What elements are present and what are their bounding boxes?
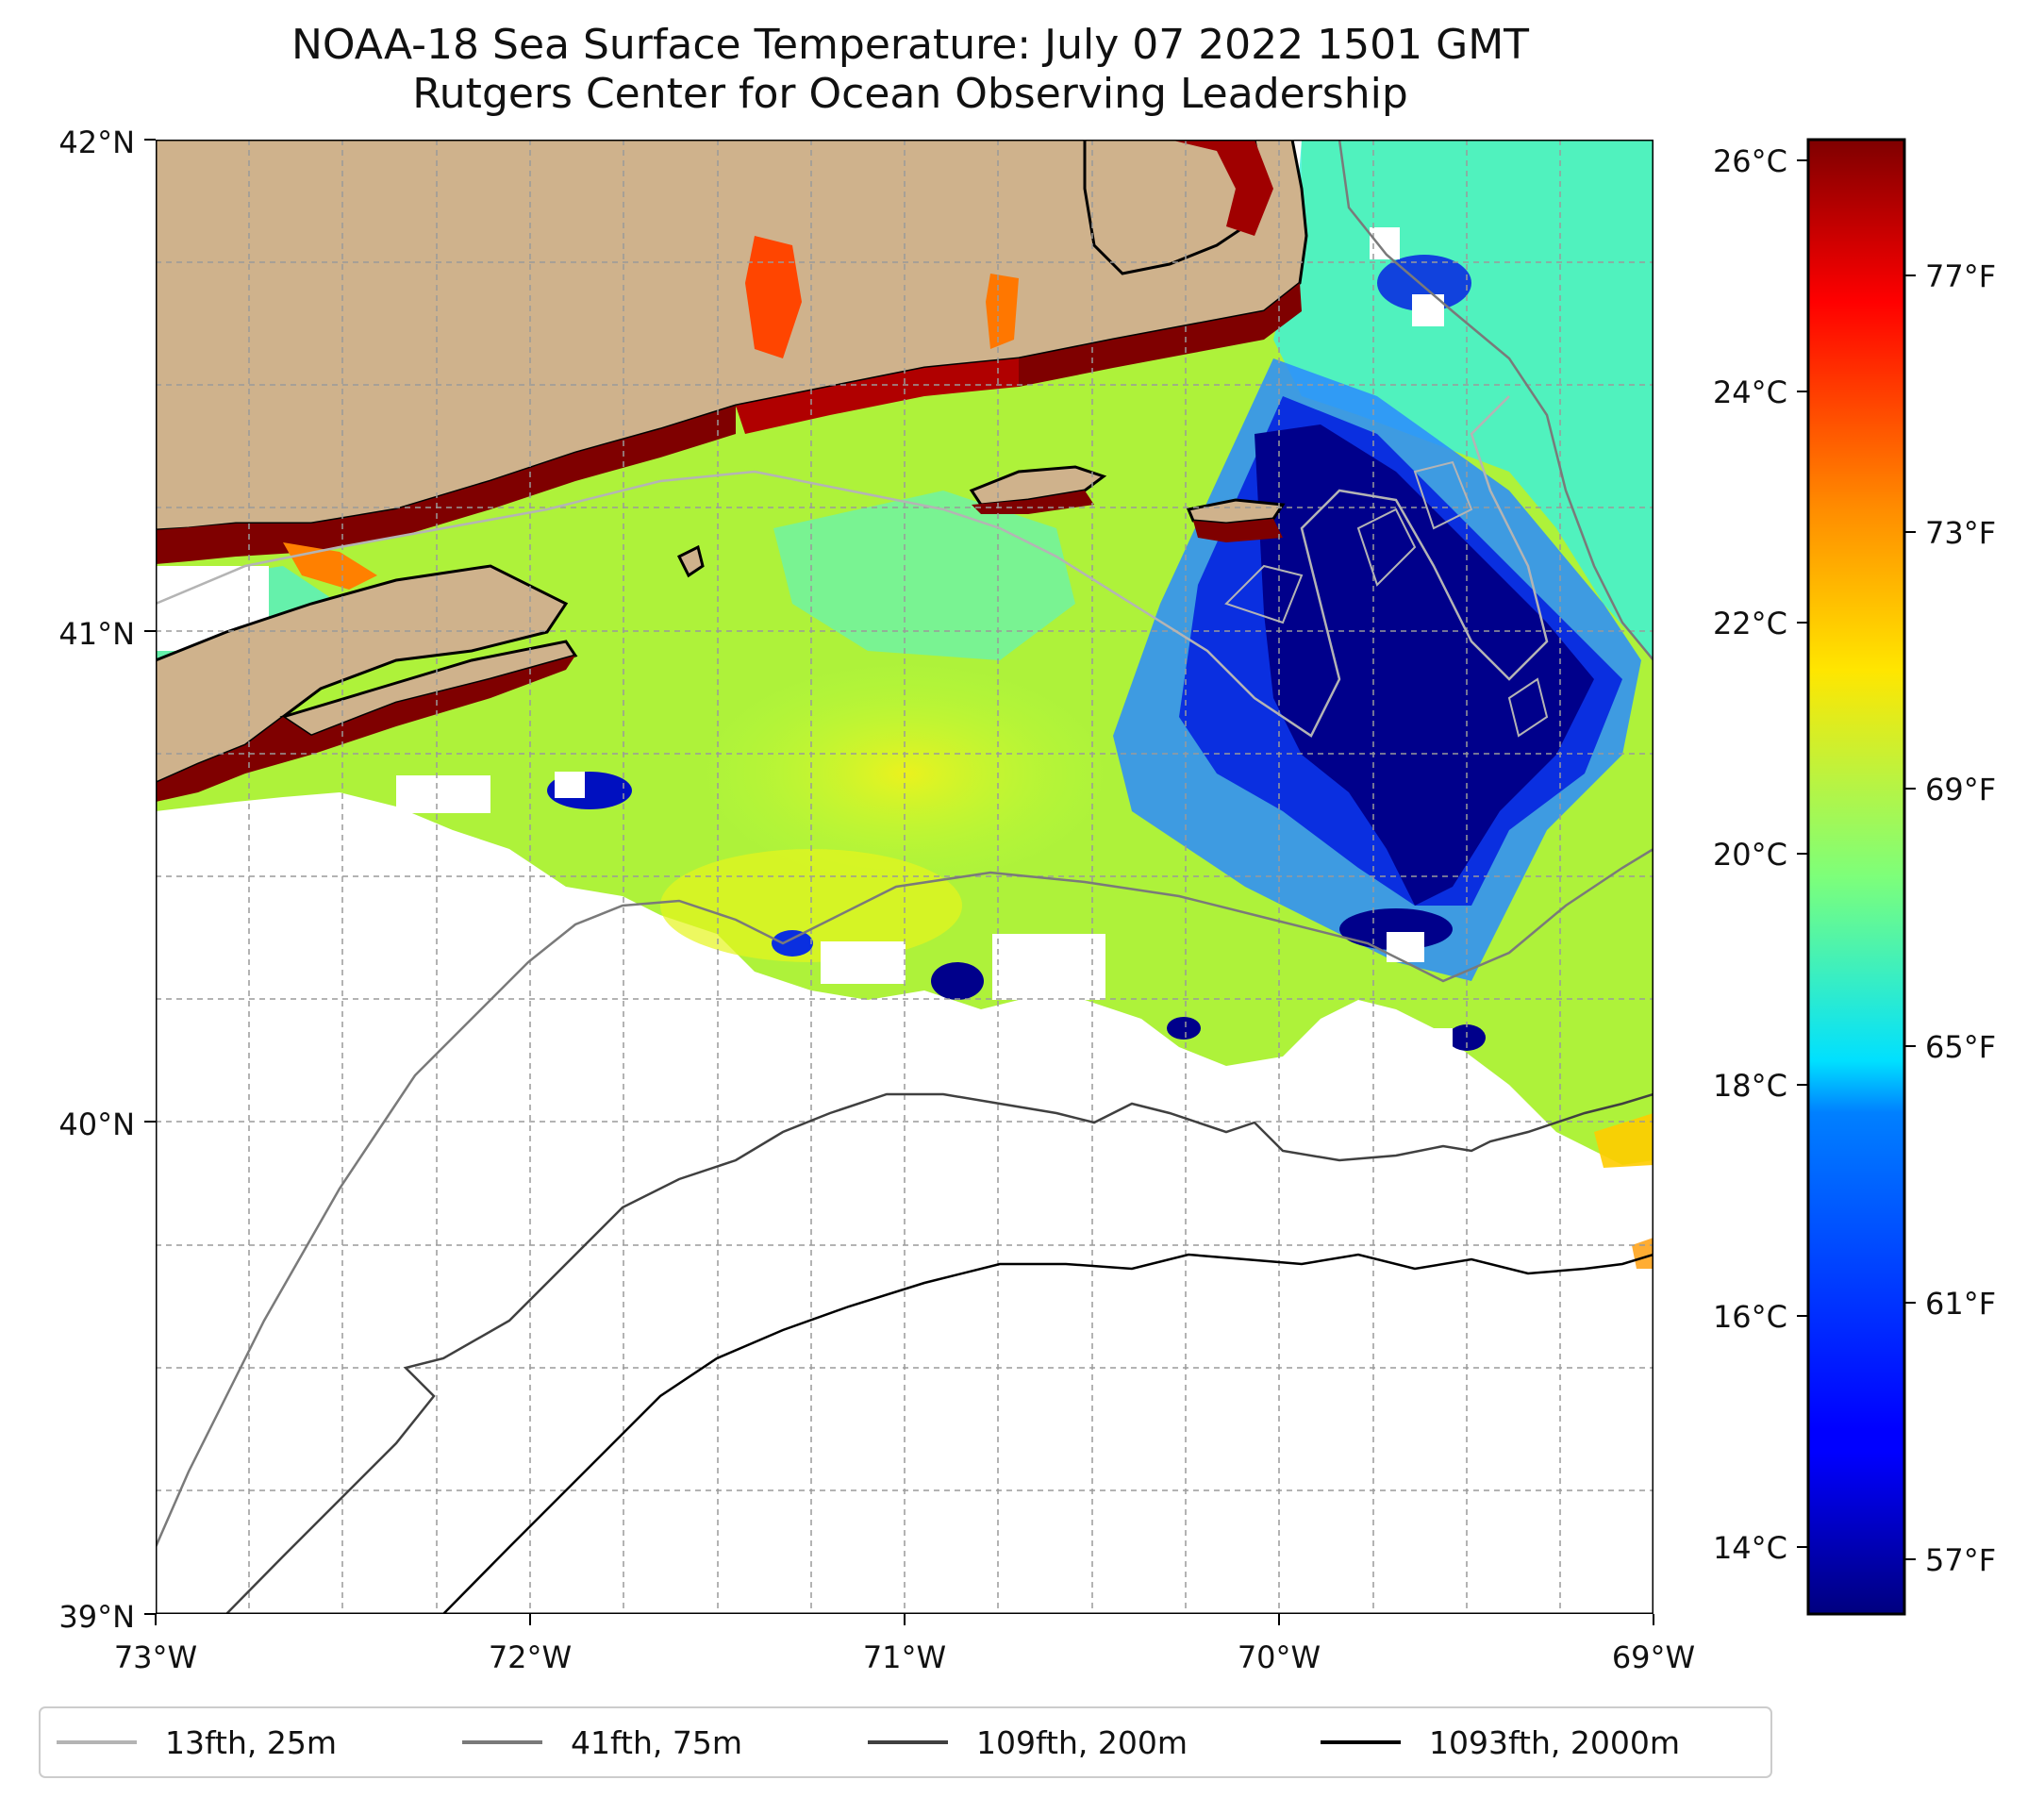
warm-band-narragansett [745, 236, 802, 358]
celsius-tick-18: 18°C [1713, 1068, 1787, 1104]
celsius-tick-26: 26°C [1713, 143, 1787, 179]
fahrenheit-tick-73: 73°F [1925, 515, 1996, 551]
legend-label-75m: 41fth, 75m [571, 1724, 742, 1761]
cloud-mask [156, 198, 1453, 1085]
isobath-2000m [442, 1253, 1653, 1614]
sst-cyan-band [1273, 140, 1653, 660]
sst-warm-center [698, 660, 1113, 887]
lon-tick-70: 70°W [1238, 1639, 1321, 1675]
legend-item-200m: 109fth, 200m [868, 1724, 1188, 1761]
fahrenheit-tick-69: 69°F [1925, 772, 1996, 807]
colorbar-fahrenheit-ticks: 77°F 73°F 69°F 65°F 61°F 57°F [1904, 258, 1996, 1578]
warm-band-cape-bay [1170, 140, 1273, 236]
legend-label-25m: 13fth, 25m [165, 1724, 337, 1761]
legend-item-75m: 41fth, 75m [462, 1724, 742, 1761]
land-block-island [676, 544, 705, 578]
fahrenheit-tick-61: 61°F [1925, 1286, 1996, 1322]
isobath-25m-shoals [1224, 460, 1549, 738]
isobath-75m [156, 847, 1653, 1548]
lon-tick-73: 73°W [114, 1639, 197, 1675]
lon-tick-72: 72°W [489, 1639, 572, 1675]
bathymetry [156, 140, 1653, 1614]
celsius-tick-22: 22°C [1713, 606, 1787, 641]
warm-band-cape-south [1019, 283, 1302, 387]
sst-cold-patch-3 [1167, 1017, 1201, 1040]
lat-tick-42: 42°N [58, 125, 135, 160]
legend-item-25m: 13fth, 25m [57, 1724, 337, 1761]
legend-label-200m: 109fth, 200m [976, 1724, 1188, 1761]
land-long-island [156, 564, 569, 785]
sst-warm-southeast [1594, 1113, 1653, 1168]
celsius-tick-16: 16°C [1713, 1299, 1787, 1335]
title-line-1: NOAA-18 Sea Surface Temperature: July 07… [291, 21, 1530, 69]
fahrenheit-tick-57: 57°F [1925, 1542, 1996, 1578]
sst-cold-core [1255, 424, 1594, 906]
colorbar-celsius-ticks: 26°C 24°C 22°C 20°C 18°C 16°C 14°C [1713, 143, 1808, 1566]
colorbar-gradient [1806, 138, 1906, 1616]
celsius-tick-24: 24°C [1713, 374, 1787, 410]
gridlines [156, 140, 1653, 1614]
celsius-tick-14: 14°C [1713, 1530, 1787, 1566]
fahrenheit-tick-65: 65°F [1925, 1029, 1996, 1065]
sst-cyan-center [773, 491, 1075, 660]
lat-axis: 42°N 41°N 40°N 39°N [58, 125, 156, 1635]
lon-tick-71: 71°W [863, 1639, 946, 1675]
warm-band-long-island [156, 656, 575, 802]
warm-band-ri-coast [156, 406, 736, 564]
fahrenheit-tick-77: 77°F [1925, 258, 1996, 294]
celsius-tick-20: 20°C [1713, 837, 1787, 873]
map-panel [156, 140, 1653, 1614]
isobath-200m [225, 1092, 1653, 1614]
lon-axis: 73°W 72°W 71°W 70°W 69°W [114, 1614, 1695, 1675]
sst-cold-patch-6 [1377, 255, 1471, 311]
legend: 13fth, 25m 41fth, 75m 109fth, 200m 1093f… [39, 1706, 1772, 1778]
sst-cold-patch-4 [772, 930, 813, 957]
lat-tick-41: 41°N [58, 616, 135, 652]
lat-tick-40: 40°N [58, 1106, 135, 1142]
warm-band-nantucket-south [1193, 519, 1283, 542]
legend-item-2000m: 1093fth, 2000m [1321, 1724, 1680, 1761]
colorbar: 26°C 24°C 22°C 20°C 18°C 16°C 14°C 77°F … [1713, 138, 1996, 1616]
legend-label-2000m: 1093fth, 2000m [1429, 1724, 1680, 1761]
warm-band-narragansett-2 [986, 274, 1019, 349]
isobath-75m-north [1338, 140, 1653, 661]
sst-cold-patch-2 [931, 962, 984, 1000]
lon-tick-69: 69°W [1612, 1639, 1695, 1675]
sst-warm-southeast-2 [1632, 1238, 1653, 1269]
warm-band-buzzards [736, 358, 1019, 434]
sst-warm-south [660, 849, 962, 962]
isobath-25m [156, 395, 1549, 738]
map-title: NOAA-18 Sea Surface Temperature: July 07… [0, 21, 1820, 119]
warm-coastal-band [156, 140, 1302, 802]
lat-tick-39: 39°N [58, 1599, 135, 1635]
title-line-2: Rutgers Center for Ocean Observing Leade… [412, 70, 1408, 118]
